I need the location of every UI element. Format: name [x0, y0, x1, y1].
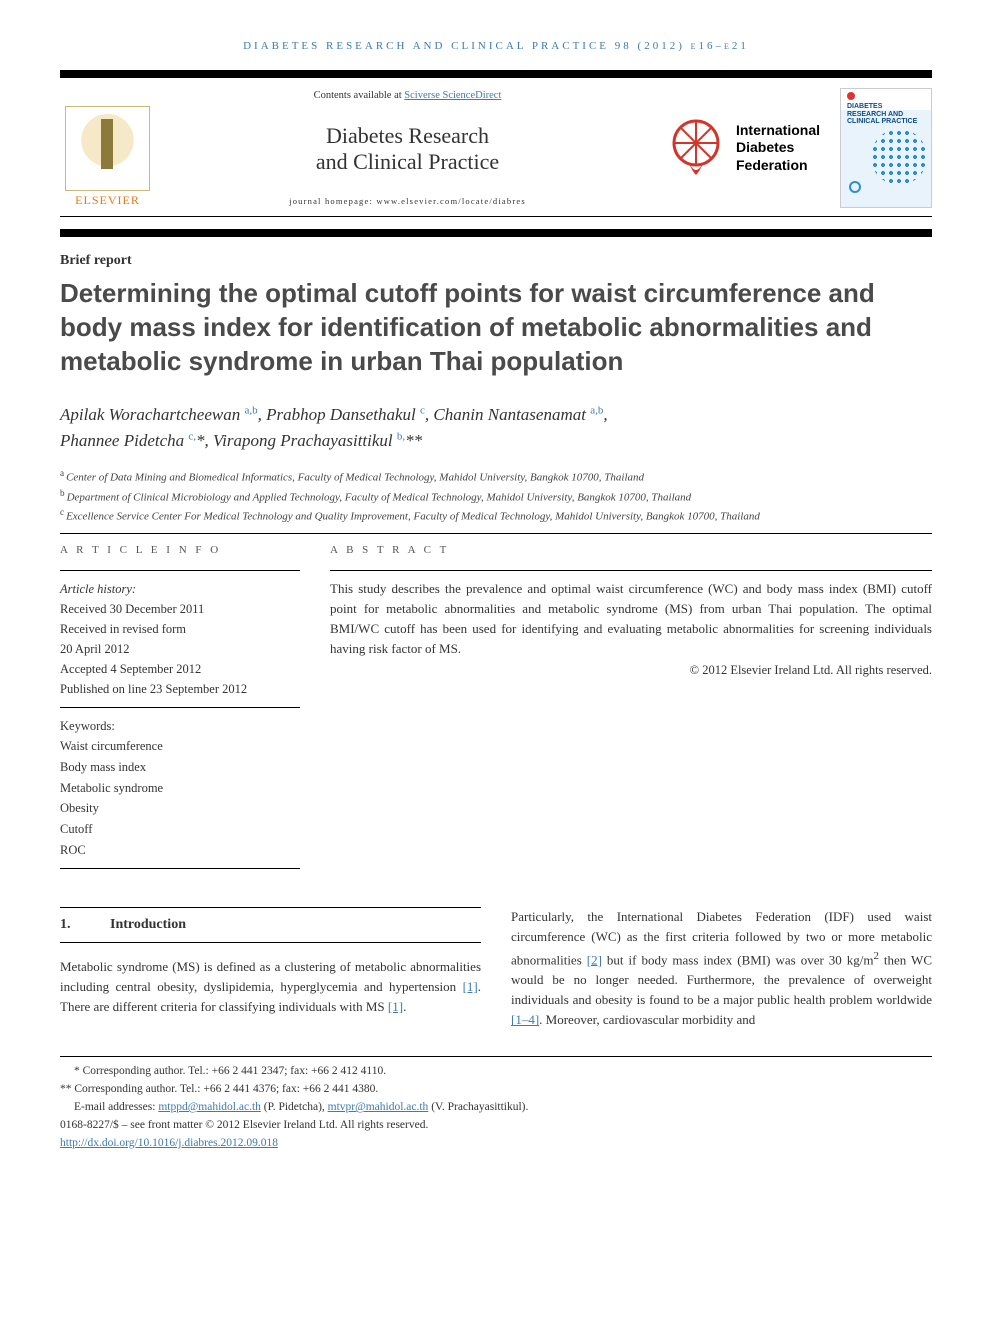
keywords-block: Keywords: Waist circumference Body mass … — [60, 708, 300, 869]
body-col-right: Particularly, the International Diabetes… — [511, 907, 932, 1030]
masthead: ELSEVIER Contents available at Sciverse … — [60, 78, 932, 217]
idf-l2: Diabetes — [736, 139, 794, 155]
aff-b-text: Department of Clinical Microbiology and … — [67, 491, 692, 503]
body-columns: 1. Introduction Metabolic syndrome (MS) … — [60, 907, 932, 1030]
history-received: Received 30 December 2011 — [60, 599, 300, 619]
affiliation-a: aCenter of Data Mining and Biomedical In… — [60, 467, 932, 486]
journal-name-l1: Diabetes Research — [326, 123, 489, 148]
cover-l1: DIABETES — [847, 103, 882, 110]
masthead-bottom-rule — [60, 229, 932, 237]
elsevier-tree-icon — [65, 106, 150, 191]
authors-line-2: Phannee Pidetcha c,*, Virapong Prachayas… — [60, 431, 422, 450]
journal-cover-thumbnail: DIABETES RESEARCH AND CLINICAL PRACTICE — [840, 88, 932, 208]
issn-line: 0168-8227/$ – see front matter © 2012 El… — [60, 1117, 932, 1135]
history-accepted: Accepted 4 September 2012 — [60, 659, 300, 679]
cover-title: DIABETES RESEARCH AND CLINICAL PRACTICE — [847, 103, 917, 126]
article-info-col: A R T I C L E I N F O Article history: R… — [60, 544, 300, 869]
article-info-heading: A R T I C L E I N F O — [60, 544, 300, 556]
abstract-col: A B S T R A C T This study describes the… — [330, 544, 932, 869]
section-number: 1. — [60, 914, 110, 936]
abstract-text: This study describes the prevalence and … — [330, 570, 932, 660]
idf-logo-icon — [666, 113, 726, 183]
doi-link[interactable]: http://dx.doi.org/10.1016/j.diabres.2012… — [60, 1137, 278, 1149]
page-root: DIABETES RESEARCH AND CLINICAL PRACTICE … — [0, 0, 992, 1182]
masthead-center: Contents available at Sciverse ScienceDi… — [169, 88, 646, 208]
cover-dot-icon — [847, 92, 855, 100]
email-line: E-mail addresses: mtppd@mahidol.ac.th (P… — [60, 1099, 932, 1117]
idf-l1: International — [736, 122, 820, 138]
history-revised-l2: 20 April 2012 — [60, 639, 300, 659]
authors-line-1: Apilak Worachartcheewan a,b, Prabhop Dan… — [60, 405, 608, 424]
journal-name-l2: and Clinical Practice — [316, 149, 499, 174]
email2-name: (V. Prachayasittikul). — [428, 1101, 528, 1113]
article-history: Article history: Received 30 December 20… — [60, 570, 300, 708]
authors: Apilak Worachartcheewan a,b, Prabhop Dan… — [60, 402, 932, 453]
idf-l3: Federation — [736, 157, 808, 173]
aff-a-text: Center of Data Mining and Biomedical Inf… — [66, 472, 644, 484]
citation-link[interactable]: [1–4] — [511, 1012, 539, 1027]
citation-link[interactable]: [1] — [463, 979, 478, 994]
keyword: Metabolic syndrome — [60, 778, 300, 799]
email-link-1[interactable]: mtppd@mahidol.ac.th — [158, 1101, 261, 1113]
history-published: Published on line 23 September 2012 — [60, 679, 300, 699]
affiliation-c: cExcellence Service Center For Medical T… — [60, 506, 932, 525]
section-heading: 1. Introduction — [60, 907, 481, 943]
idf-block: International Diabetes Federation — [660, 88, 826, 208]
keyword: Cutoff — [60, 819, 300, 840]
keywords-label: Keywords: — [60, 716, 300, 737]
running-head: DIABETES RESEARCH AND CLINICAL PRACTICE … — [60, 40, 932, 52]
sciencedirect-link[interactable]: Sciverse ScienceDirect — [404, 90, 501, 101]
elsevier-wordmark: ELSEVIER — [75, 193, 140, 208]
corresponding-1: * Corresponding author. Tel.: +66 2 441 … — [60, 1063, 932, 1081]
divider — [60, 533, 932, 534]
aff-c-text: Excellence Service Center For Medical Te… — [66, 510, 760, 522]
cover-art-icon — [871, 129, 927, 185]
email-link-2[interactable]: mtvpr@mahidol.ac.th — [328, 1101, 429, 1113]
cover-circle-icon — [849, 181, 861, 193]
elsevier-logo: ELSEVIER — [60, 88, 155, 208]
cover-l3: CLINICAL PRACTICE — [847, 118, 917, 125]
intro-para-1: Metabolic syndrome (MS) is defined as a … — [60, 957, 481, 1017]
affiliation-b: bDepartment of Clinical Microbiology and… — [60, 487, 932, 506]
footnotes: * Corresponding author. Tel.: +66 2 441 … — [60, 1056, 932, 1152]
body-col-left: 1. Introduction Metabolic syndrome (MS) … — [60, 907, 481, 1030]
journal-homepage: journal homepage: www.elsevier.com/locat… — [175, 196, 640, 206]
email1-name: (P. Pidetcha), — [261, 1101, 328, 1113]
keyword: ROC — [60, 840, 300, 861]
idf-text: International Diabetes Federation — [736, 122, 820, 175]
cover-l2: RESEARCH AND — [847, 111, 903, 118]
history-label: Article history: — [60, 579, 300, 599]
citation-link[interactable]: [2] — [587, 952, 602, 967]
affiliations: aCenter of Data Mining and Biomedical In… — [60, 467, 932, 524]
keyword: Body mass index — [60, 757, 300, 778]
abstract-copyright: © 2012 Elsevier Ireland Ltd. All rights … — [330, 663, 932, 678]
contents-available: Contents available at Sciverse ScienceDi… — [175, 90, 640, 101]
intro-para-2: Particularly, the International Diabetes… — [511, 907, 932, 1030]
keyword: Waist circumference — [60, 736, 300, 757]
citation-link[interactable]: [1] — [388, 999, 403, 1014]
journal-name: Diabetes Research and Clinical Practice — [175, 123, 640, 174]
info-abstract-row: A R T I C L E I N F O Article history: R… — [60, 544, 932, 869]
doi-line: http://dx.doi.org/10.1016/j.diabres.2012… — [60, 1135, 932, 1153]
abstract-heading: A B S T R A C T — [330, 544, 932, 556]
section-title: Introduction — [110, 914, 186, 936]
contents-prefix: Contents available at — [314, 90, 405, 101]
article-type: Brief report — [60, 253, 932, 269]
corresponding-2: ** Corresponding author. Tel.: +66 2 441… — [60, 1081, 932, 1099]
masthead-top-rule — [60, 70, 932, 78]
keyword: Obesity — [60, 798, 300, 819]
article-title: Determining the optimal cutoff points fo… — [60, 277, 932, 378]
history-revised-l1: Received in revised form — [60, 619, 300, 639]
email-prefix: E-mail addresses: — [74, 1101, 158, 1113]
